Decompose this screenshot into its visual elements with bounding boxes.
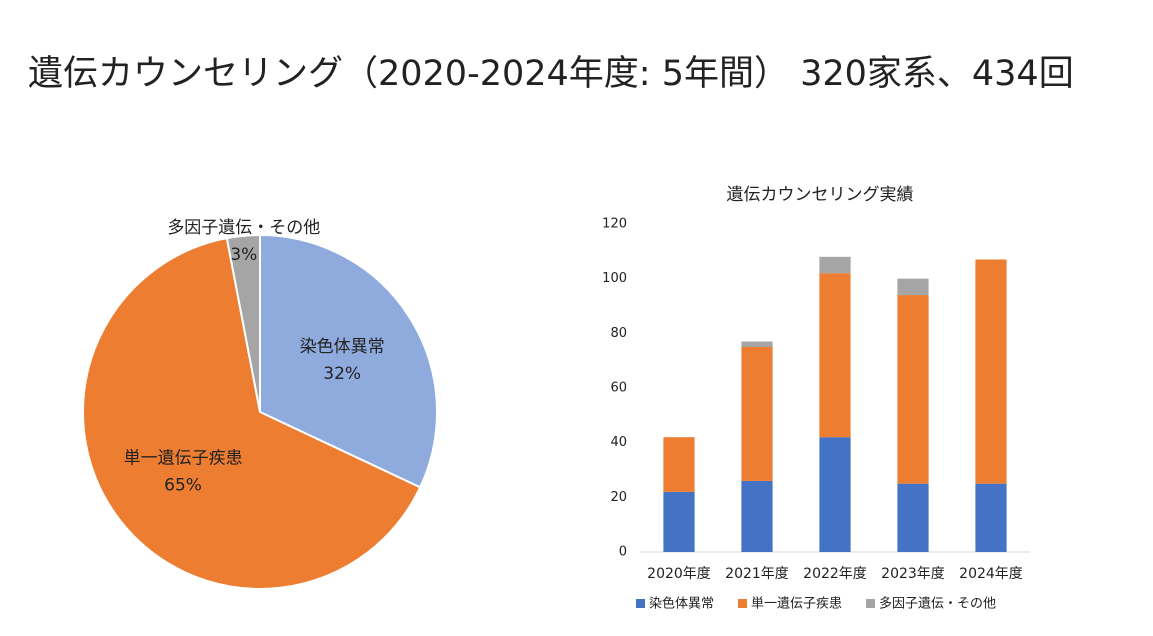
legend-swatch <box>866 599 876 608</box>
x-tick-label: 2023年度 <box>881 566 945 582</box>
y-tick-label: 40 <box>610 435 627 450</box>
bar-segment <box>741 341 773 347</box>
slide-title: 遺伝カウンセリング（2020-2024年度: 5年間） 320家系、434回 <box>28 54 1074 94</box>
slice-value-label: 32% <box>323 364 361 384</box>
x-tick-label: 2024年度 <box>959 566 1023 582</box>
x-tick-label: 2021年度 <box>725 566 789 582</box>
bar-segment <box>897 483 929 552</box>
pie-slice <box>82 236 422 590</box>
y-tick-label: 120 <box>602 217 627 232</box>
bar-segment <box>663 491 695 552</box>
legend-label: 単一遺伝子疾患 <box>751 596 842 612</box>
slice-label: 染色体異常 <box>300 337 385 357</box>
y-tick-label: 100 <box>602 271 627 286</box>
slice-value-label: 65% <box>164 476 202 496</box>
pie-slice <box>225 233 261 413</box>
pie-slice <box>259 233 438 489</box>
bar-segment <box>663 437 695 492</box>
bar-segment <box>975 259 1007 484</box>
bar-segment <box>819 437 851 552</box>
bar-segment <box>897 278 929 296</box>
legend-swatch <box>636 599 645 608</box>
bar-segment <box>897 295 929 484</box>
bar-segment <box>819 273 851 438</box>
x-tick-label: 2020年度 <box>647 566 711 582</box>
legend-swatch <box>738 599 748 608</box>
slice-value-label: 3% <box>230 245 257 265</box>
y-tick-label: 60 <box>610 381 627 396</box>
slice-label: 単一遺伝子疾患 <box>124 449 243 469</box>
bar-segment <box>819 256 851 274</box>
bar-segment <box>741 480 773 552</box>
y-tick-label: 80 <box>610 326 627 341</box>
legend-label: 染色体異常 <box>649 596 714 612</box>
bar-segment <box>975 483 1007 552</box>
y-tick-label: 20 <box>610 490 627 505</box>
y-tick-label: 0 <box>619 545 627 560</box>
legend-label: 多因子遺伝・その他 <box>879 596 996 612</box>
chart-title: 遺伝カウンセリング実績 <box>727 185 914 205</box>
slice-label: 多因子遺伝・その他 <box>167 218 320 238</box>
x-tick-label: 2022年度 <box>803 566 867 582</box>
bar-segment <box>741 347 773 481</box>
